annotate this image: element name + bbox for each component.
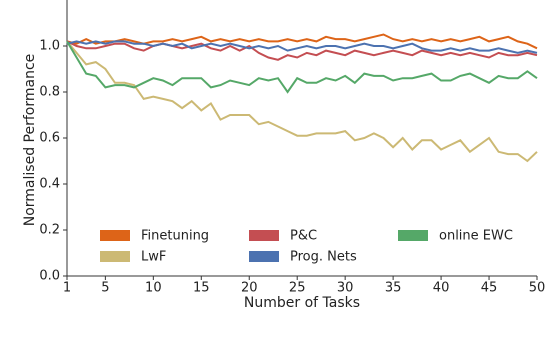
x-tick-label: 15 — [193, 281, 210, 296]
x-tick-label: 5 — [101, 281, 109, 296]
legend-swatch — [398, 230, 428, 241]
x-tick-label: 10 — [145, 281, 162, 296]
legend-label: Prog. Nets — [290, 250, 357, 265]
x-tick-label: 30 — [337, 281, 354, 296]
x-tick-label: 1 — [63, 281, 71, 296]
y-tick-label: 0.6 — [39, 131, 60, 146]
y-tick-label: 0.4 — [39, 177, 60, 192]
legend-swatch — [249, 230, 279, 241]
x-tick-label: 40 — [433, 281, 450, 296]
legend-swatch — [249, 251, 279, 262]
y-tick-label: 0.8 — [39, 85, 60, 100]
y-tick-label: 0.0 — [39, 269, 60, 284]
series-line — [66, 40, 538, 94]
y-axis-title: Normalised Performance — [22, 54, 38, 227]
legend-label: online EWC — [439, 229, 513, 244]
series-line — [66, 40, 538, 54]
series-line — [66, 40, 538, 61]
y-tick-label: 0.2 — [39, 223, 60, 238]
y-tick-label: 1.0 — [39, 39, 60, 54]
series-line — [66, 40, 538, 163]
x-tick-label: 25 — [289, 281, 306, 296]
x-tick-label: 35 — [385, 281, 402, 296]
x-axis-title: Number of Tasks — [244, 295, 360, 311]
legend-swatch — [100, 251, 130, 262]
x-tick-label: 20 — [241, 281, 258, 296]
x-tick-label: 45 — [481, 281, 498, 296]
legend-swatch — [100, 230, 130, 241]
legend-label: LwF — [141, 250, 166, 265]
legend-label: Finetuning — [141, 229, 209, 244]
legend-label: P&C — [290, 229, 317, 244]
x-tick-label: 50 — [529, 281, 546, 296]
